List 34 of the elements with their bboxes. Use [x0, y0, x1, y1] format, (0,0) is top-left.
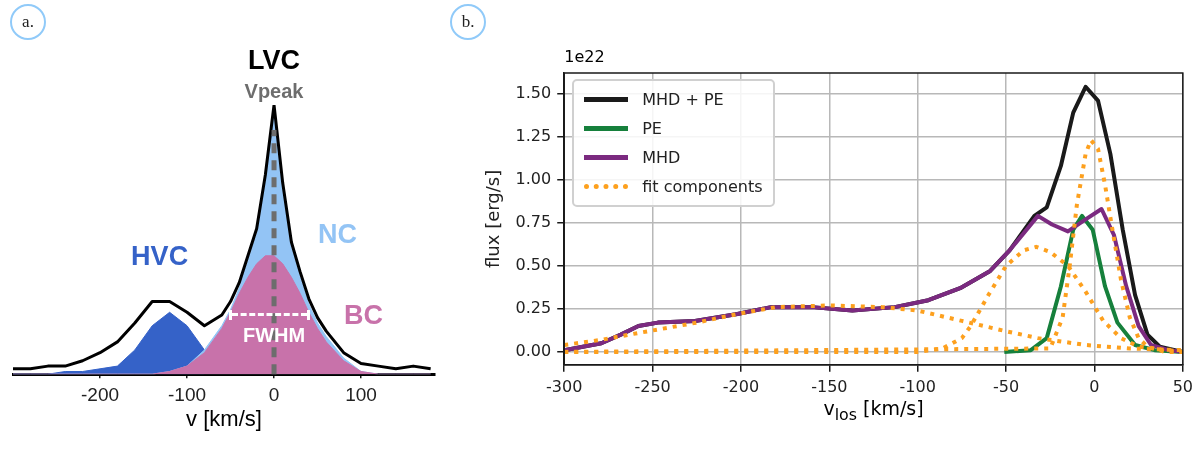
legend-label: BC: [344, 299, 384, 330]
y-tick-label: 1.50: [515, 82, 552, 102]
legend-label: PE: [642, 119, 662, 138]
circle-badge: a.: [10, 4, 46, 40]
x-tick-label: -100: [168, 383, 207, 405]
y-axis-title: flux [erg/s]: [482, 169, 504, 268]
x-tick-label: -150: [811, 376, 848, 396]
x-tick-label: -100: [899, 376, 936, 396]
ref-line-label: Vpeak: [244, 79, 305, 102]
circle-badge: b.: [450, 4, 486, 40]
x-tick-label: 0: [268, 383, 280, 405]
x-tick-label: 0: [1089, 376, 1100, 396]
x-tick-label: 100: [345, 383, 377, 405]
x-axis-title: v$_{los}$ [km/s]: [823, 396, 924, 424]
series-label: HVC: [131, 240, 189, 271]
x-tick-label: -250: [634, 376, 671, 396]
legend-label: fit components: [642, 177, 763, 196]
y-tick-label: 0.00: [515, 341, 552, 361]
y-tick-label: 0.75: [515, 211, 552, 231]
y-tick-label: 1.25: [515, 125, 552, 145]
x-tick-label: 50: [1172, 376, 1193, 396]
y-tick-label: 0.50: [515, 254, 552, 274]
series-label: NC: [317, 219, 357, 250]
legend-label: MHD: [642, 148, 681, 167]
legend-label: MHD + PE: [642, 90, 724, 109]
chart-title: LVC: [248, 44, 301, 75]
y-tick-label: 0.25: [515, 298, 552, 318]
x-tick-label: -200: [80, 383, 120, 405]
text: 1e22: [564, 47, 605, 66]
x-tick-label: -300: [546, 376, 583, 396]
y-tick-label: 1.00: [515, 168, 552, 188]
x-axis-title: v [km/s]: [186, 406, 262, 433]
x-tick-label: -50: [993, 376, 1020, 396]
x-tick-label: -200: [722, 376, 760, 396]
